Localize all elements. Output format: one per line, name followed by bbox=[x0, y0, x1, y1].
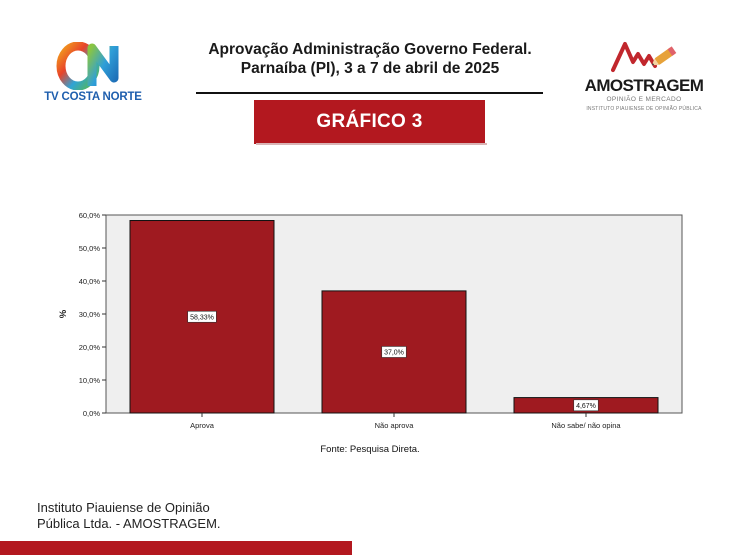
tv-costa-norte-logo: TV COSTA NORTE bbox=[38, 42, 148, 104]
amostragem-tagline: OPINIÃO E MERCADO bbox=[606, 96, 682, 103]
data-label-box bbox=[187, 310, 217, 323]
data-label-box bbox=[381, 346, 407, 358]
report-title: Aprovação Administração Governo Federal.… bbox=[160, 40, 580, 78]
amostragem-emblem bbox=[611, 42, 677, 72]
amostragem-institute: INSTITUTO PIAUIENSE DE OPINIÃO PÚBLICA bbox=[586, 106, 702, 112]
data-label-box bbox=[573, 399, 599, 412]
y-tick-label: 50,0% bbox=[79, 244, 101, 253]
title-line-1: Aprovação Administração Governo Federal. bbox=[208, 41, 532, 58]
tv-costa-norte-emblem bbox=[56, 42, 119, 90]
y-tick-label: 60,0% bbox=[79, 211, 101, 220]
x-tick-label: Não aprova bbox=[375, 421, 415, 430]
footer-accent-bar bbox=[0, 541, 352, 555]
chart-number-banner: GRÁFICO 3 bbox=[254, 100, 485, 144]
y-tick-label: 20,0% bbox=[79, 343, 101, 352]
amostragem-logo: AMOSTRAGEM OPINIÃO E MERCADO INSTITUTO P… bbox=[583, 40, 705, 116]
data-label: 37,0% bbox=[384, 350, 404, 357]
footer-institute: Instituto Piauiense de Opinião Pública L… bbox=[37, 500, 221, 531]
approval-bar-chart: 0,0% 10,0% 20,0% 30,0% 40,0% 50,0% 60,0%% Aprov… bbox=[58, 211, 683, 430]
amostragem-brand: AMOSTRAGEM bbox=[584, 76, 704, 95]
y-tick-label: 30,0% bbox=[79, 310, 101, 319]
y-tick-label: 10,0% bbox=[79, 376, 101, 385]
data-label: 4,67% bbox=[576, 403, 596, 410]
y-tick-label: 0,0% bbox=[83, 409, 100, 418]
title-divider bbox=[196, 92, 543, 94]
x-tick-label: Não sabe/ não opina bbox=[551, 421, 621, 430]
banner-shadow bbox=[256, 143, 487, 145]
data-label: 58,33% bbox=[190, 314, 214, 321]
chart-source: Fonte: Pesquisa Direta. bbox=[320, 444, 420, 455]
footer-line-1: Instituto Piauiense de Opinião bbox=[37, 500, 210, 515]
y-tick-label: 40,0% bbox=[79, 277, 101, 286]
tv-costa-norte-label: TV COSTA NORTE bbox=[44, 91, 142, 103]
y-axis-label: % bbox=[58, 309, 69, 318]
x-tick-label: Aprova bbox=[190, 421, 215, 430]
footer-line-2: Pública Ltda. - AMOSTRAGEM. bbox=[37, 515, 221, 531]
title-line-2: Parnaíba (PI), 3 a 7 de abril de 2025 bbox=[240, 60, 500, 77]
